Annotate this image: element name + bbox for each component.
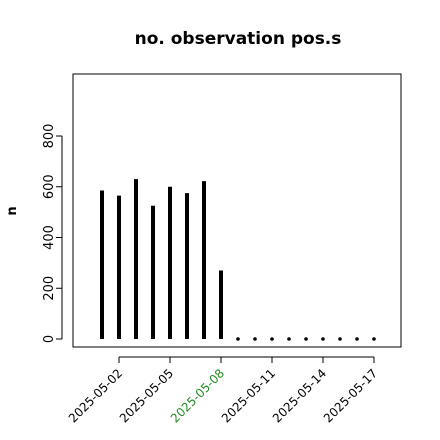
zero-point: [321, 337, 325, 341]
x-tick-label: 2025-05-17: [321, 366, 380, 425]
y-tick-label: 600: [42, 174, 57, 199]
y-axis: 0 200 400 600 800: [42, 124, 63, 343]
y-tick-label: 400: [42, 225, 57, 250]
zero-point: [355, 337, 359, 341]
plot-frame: [72, 73, 402, 348]
x-tick-label: 2025-05-05: [117, 366, 176, 425]
zero-point: [253, 337, 257, 341]
zero-point: [304, 337, 308, 341]
bars: [100, 179, 376, 341]
zero-point: [236, 337, 240, 341]
zero-point: [270, 337, 274, 341]
y-tick-label: 0: [42, 335, 57, 343]
chart-title: no. observation pos.s: [135, 29, 342, 49]
y-axis-label: n: [5, 206, 20, 215]
x-axis: 2025-05-022025-05-052025-05-082025-05-11…: [66, 356, 380, 425]
zero-point: [338, 337, 342, 341]
zero-point: [372, 337, 376, 341]
x-tick-label: 2025-05-11: [219, 366, 278, 425]
x-tick-label: 2025-05-14: [270, 366, 329, 425]
y-tick-label: 200: [42, 276, 57, 301]
x-tick-label: 2025-05-02: [66, 366, 125, 425]
y-tick-label: 800: [42, 124, 57, 149]
x-tick-label: 2025-05-08: [168, 366, 227, 425]
zero-point: [287, 337, 291, 341]
